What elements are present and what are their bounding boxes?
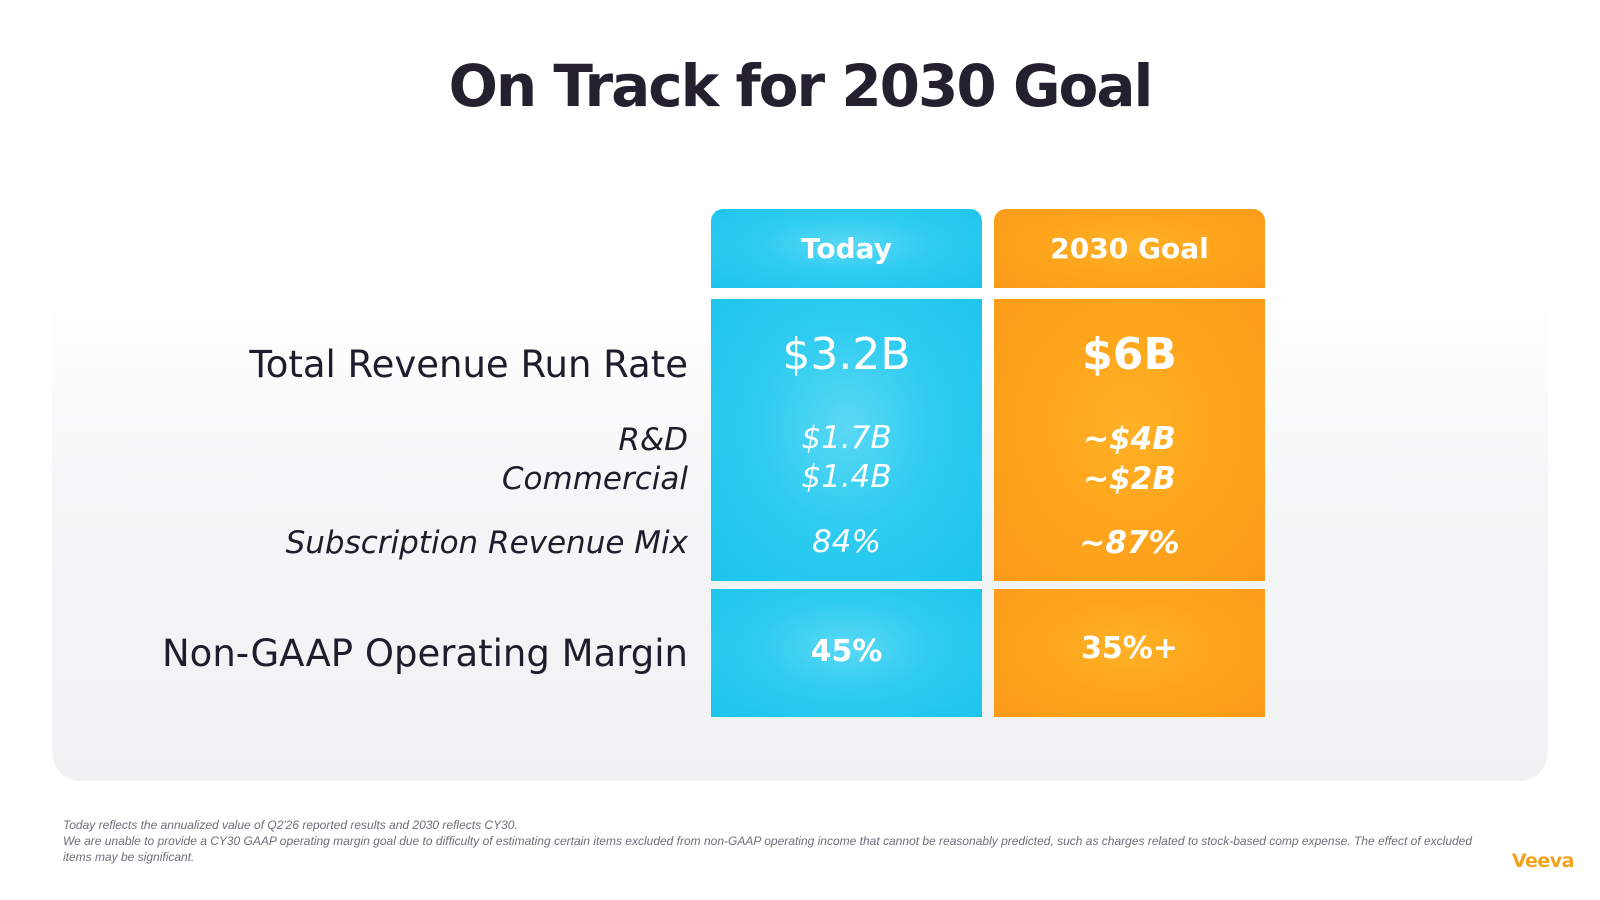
veeva-logo: Veeva <box>1511 850 1575 872</box>
footnote-2: We are unable to provide a CY30 GAAP ope… <box>63 834 1473 864</box>
goal-operating-margin: 35%+ <box>1081 631 1178 666</box>
today-operating-margin: 45% <box>810 634 883 669</box>
goal-margin-cell: 35%+ <box>994 589 1265 717</box>
label-subscription-mix: Subscription Revenue Mix <box>285 525 688 561</box>
today-rd: $1.7B <box>801 420 892 456</box>
goal-column-header: 2030 Goal <box>994 209 1265 288</box>
label-total-revenue: Total Revenue Run Rate <box>249 343 688 386</box>
goal-total-revenue: $6B <box>1082 329 1177 380</box>
today-total-revenue: $3.2B <box>782 329 911 380</box>
goal-subscription-mix: ~87% <box>1079 525 1180 561</box>
page-title: On Track for 2030 Goal <box>448 52 1154 120</box>
goal-commercial: ~$2B <box>1083 461 1176 497</box>
goal-metrics-cell: $6B ~$4B ~$2B ~87% <box>994 299 1265 581</box>
footnote-1: Today reflects the annualized value of Q… <box>63 818 518 832</box>
goal-rd: ~$4B <box>1083 421 1176 457</box>
label-commercial: Commercial <box>501 461 688 497</box>
today-commercial: $1.4B <box>801 459 892 495</box>
today-metrics-cell: $3.2B $1.7B $1.4B 84% <box>711 299 982 581</box>
label-operating-margin: Non-GAAP Operating Margin <box>162 632 688 675</box>
today-margin-cell: 45% <box>711 589 982 717</box>
today-subscription-mix: 84% <box>812 524 881 560</box>
label-rd: R&D <box>618 422 688 458</box>
today-column-header: Today <box>711 209 982 288</box>
